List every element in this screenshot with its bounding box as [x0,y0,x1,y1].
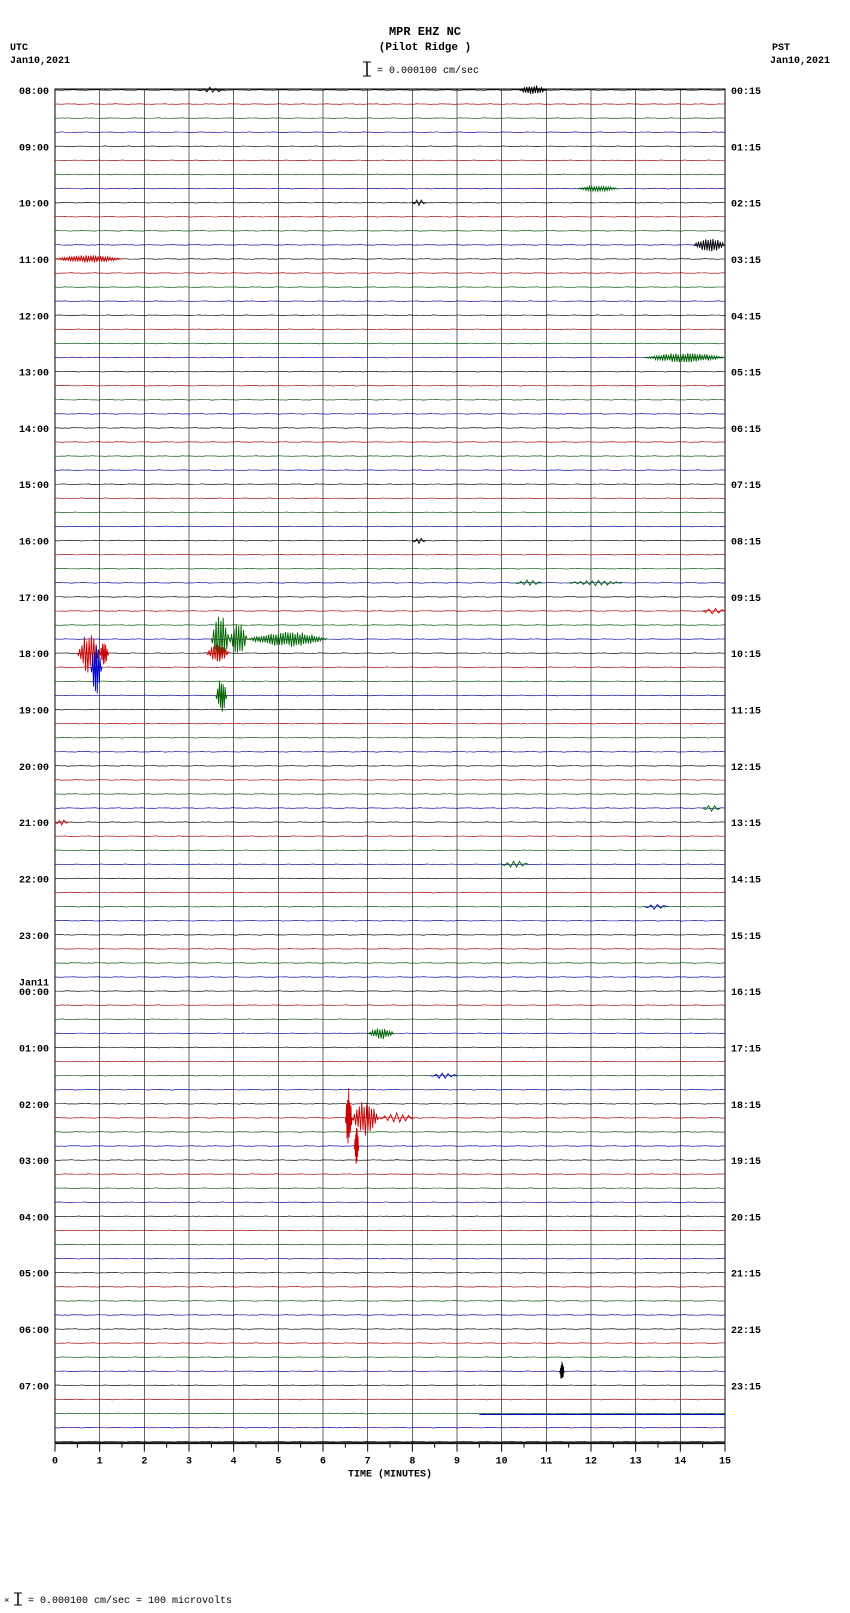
svg-text:07:00: 07:00 [19,1382,49,1393]
svg-text:20:00: 20:00 [19,763,49,774]
svg-text:= 0.000100 cm/sec = 100 mic: = 0.000100 cm/sec = 100 microvolts [28,1595,232,1607]
svg-text:6: 6 [320,1457,326,1468]
svg-text:9: 9 [454,1457,460,1468]
svg-text:19:15: 19:15 [731,1157,761,1168]
svg-text:2: 2 [141,1457,147,1468]
svg-text:20:15: 20:15 [731,1213,761,1224]
svg-text:05:00: 05:00 [19,1270,49,1281]
svg-text:01:15: 01:15 [731,143,761,154]
seismogram-plot: MPR EHZ NC (Pilot Ridge ) = 0.000100 cm/se… [0,0,850,1613]
svg-text:0: 0 [52,1457,58,1468]
svg-text:00:00: 00:00 [19,988,49,999]
svg-text:13:00: 13:00 [19,369,49,380]
svg-text:14:00: 14:00 [19,425,49,436]
svg-text:×: × [4,1596,9,1606]
svg-text:23:00: 23:00 [19,932,49,943]
svg-text:07:15: 07:15 [731,481,761,492]
svg-text:Jan10,2021: Jan10,2021 [10,56,70,67]
svg-text:15:00: 15:00 [19,481,49,492]
svg-text:00:15: 00:15 [731,87,761,98]
svg-text:02:15: 02:15 [731,200,761,211]
svg-text:09:00: 09:00 [19,143,49,154]
svg-text:13:15: 13:15 [731,819,761,830]
svg-text:14:15: 14:15 [731,875,761,886]
svg-text:06:00: 06:00 [19,1326,49,1337]
seismogram-svg: MPR EHZ NC (Pilot Ridge ) = 0.000100 cm/se… [0,0,850,1613]
svg-text:21:15: 21:15 [731,1270,761,1281]
svg-text:16:15: 16:15 [731,988,761,999]
svg-text:PST: PST [772,43,790,54]
svg-text:13: 13 [630,1457,642,1468]
svg-text:12: 12 [585,1457,597,1468]
svg-text:18:15: 18:15 [731,1101,761,1112]
svg-text:01:00: 01:00 [19,1044,49,1055]
svg-text:TIME (MINUTES): TIME (MINUTES) [348,1469,432,1481]
svg-text:3: 3 [186,1457,192,1468]
svg-text:(Pilot Ridge ): (Pilot Ridge ) [379,42,471,54]
svg-text:04:15: 04:15 [731,312,761,323]
svg-text:1: 1 [97,1457,103,1468]
svg-text:5: 5 [275,1457,281,1468]
svg-text:4: 4 [231,1457,237,1468]
svg-text:14: 14 [674,1457,686,1468]
svg-text:17:15: 17:15 [731,1044,761,1055]
svg-text:12:15: 12:15 [731,763,761,774]
svg-text:16:00: 16:00 [19,538,49,549]
svg-text:10:15: 10:15 [731,650,761,661]
svg-text:11:15: 11:15 [731,707,761,718]
svg-text:18:00: 18:00 [19,650,49,661]
svg-text:7: 7 [365,1457,371,1468]
svg-text:09:15: 09:15 [731,594,761,605]
svg-text:15: 15 [719,1457,731,1468]
svg-text:21:00: 21:00 [19,819,49,830]
svg-text:= 0.000100 cm/sec: = 0.000100 cm/sec [377,65,479,77]
svg-text:06:15: 06:15 [731,425,761,436]
svg-text:08:00: 08:00 [19,87,49,98]
svg-text:22:00: 22:00 [19,875,49,886]
svg-text:15:15: 15:15 [731,932,761,943]
svg-text:11: 11 [540,1457,552,1468]
svg-text:10:00: 10:00 [19,200,49,211]
svg-text:8: 8 [409,1457,415,1468]
svg-text:22:15: 22:15 [731,1326,761,1337]
svg-text:10: 10 [496,1457,508,1468]
svg-text:03:15: 03:15 [731,256,761,267]
svg-text:05:15: 05:15 [731,369,761,380]
svg-text:Jan10,2021: Jan10,2021 [770,56,830,67]
svg-text:17:00: 17:00 [19,594,49,605]
svg-text:23:15: 23:15 [731,1382,761,1393]
svg-text:02:00: 02:00 [19,1101,49,1112]
svg-text:UTC: UTC [10,43,28,54]
svg-text:04:00: 04:00 [19,1213,49,1224]
svg-text:03:00: 03:00 [19,1157,49,1168]
svg-text:08:15: 08:15 [731,538,761,549]
svg-text:11:00: 11:00 [19,256,49,267]
svg-text:12:00: 12:00 [19,312,49,323]
svg-text:19:00: 19:00 [19,707,49,718]
svg-text:MPR EHZ NC: MPR EHZ NC [389,25,461,39]
